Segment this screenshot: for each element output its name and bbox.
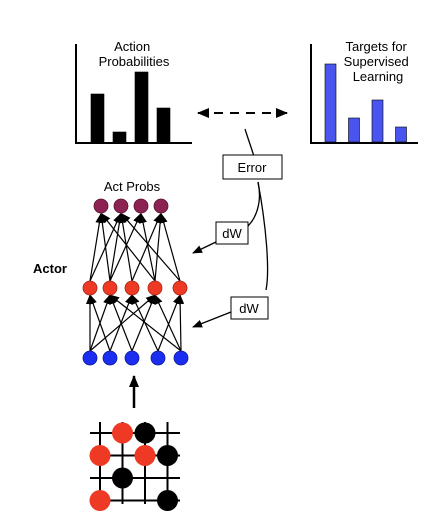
targets-chart-bar-1 [324,63,337,143]
board-stone-black-6 [112,467,133,489]
hidden-output-connection-6 [131,213,162,282]
dw-lower-box [230,296,269,320]
hidden-output-connection-3 [98,212,111,282]
board-stone-black-5 [157,445,178,466]
hidden-neuron-1 [82,280,98,296]
targets-title: Targets for Supervised Learning [344,39,413,84]
targets-title-line2: Supervised [344,54,409,69]
error-label: Error [238,160,268,175]
board-stone-black-8 [157,490,178,511]
prob-chart-bar-4 [156,107,171,143]
input-hidden-connection-5 [109,294,133,352]
hidden-neuron-2 [102,280,118,296]
output-neuron-3 [133,198,149,214]
input-hidden-connection-8 [157,294,181,352]
prob-chart-bar-1 [90,93,105,143]
action-probabilities-chart [75,44,192,144]
output-neuron-4 [153,198,169,214]
network-neurons [82,198,189,366]
output-neuron-2 [113,198,129,214]
error-box [222,154,283,180]
dw-upper-label: dW [222,226,242,241]
action-probabilities-title: Action Probabilities [99,39,170,69]
dw-upper-arrow [192,241,217,254]
network-connections [86,212,185,352]
input-hidden-connection-12 [109,294,182,352]
hidden-output-connection-10 [159,212,181,282]
board-stone-black-2 [134,422,156,444]
targets-title-line3: Learning [353,69,404,84]
input-hidden-connection-10 [176,294,185,352]
input-hidden-connection-6 [131,294,156,352]
prob-chart-bar-2 [112,131,127,143]
hidden-output-connection-4 [109,213,142,282]
board-stone-red-7 [89,490,111,511]
hidden-output-connection-12 [154,212,165,282]
board-stone-red-3 [89,445,111,466]
input-neuron-1 [82,350,98,366]
board-stone-red-1 [112,422,133,444]
action-probabilities-title-line1: Action [114,39,150,54]
targets-chart-bar-4 [395,126,407,143]
targets-chart-bar-2 [348,117,360,143]
hidden-neuron-4 [147,280,163,296]
actor-label: Actor [33,261,67,276]
targets-chart-bar-3 [371,99,384,143]
prob-chart-bar-3 [134,71,149,143]
input-hidden-connection-11 [89,294,156,352]
hidden-output-connection-5 [118,212,133,282]
hidden-output-connection-8 [139,213,156,282]
output-neuron-1 [93,198,109,214]
hidden-output-connection-1 [89,212,104,282]
input-hidden-connection-9 [154,294,182,352]
action-probabilities-title-line2: Probabilities [99,54,170,69]
input-neuron-4 [150,350,166,366]
targets-chart [310,44,418,144]
input-neuron-2 [102,350,118,366]
dw-upper-box [215,221,249,245]
error-to-dw-lower-line [257,181,269,291]
hidden-output-connection-9 [120,213,181,282]
board-stone-red-4 [134,445,156,466]
hidden-output-connection-7 [100,213,156,282]
hidden-neuron-5 [172,280,188,296]
hidden-neuron-3 [124,280,140,296]
hidden-output-connection-11 [109,212,124,282]
dw-lower-label: dW [239,301,259,316]
input-hidden-connection-3 [89,294,111,352]
input-neuron-5 [173,350,189,366]
dw-lower-arrow [192,311,232,328]
input-neuron-3 [124,350,140,366]
act-probs-label: Act Probs [104,179,161,194]
targets-title-line1: Targets for [345,39,407,54]
go-board [89,422,180,511]
